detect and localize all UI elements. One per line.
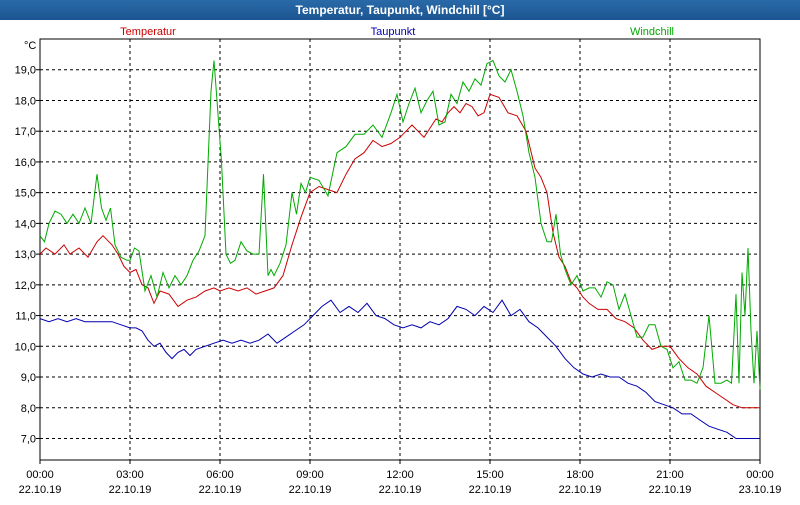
x-tick-date: 22.10.19 [379,484,422,496]
y-tick-label: 16,0 [15,157,36,169]
series-line-taupunkt [39,299,760,439]
y-tick-label: 10,0 [15,341,36,353]
y-tick-label: 13,0 [15,249,36,261]
axis-layer: 19,0 18,0 17,0 16,0 15,0 14,0 13,0 12,0 11,0 10,0… [15,26,782,496]
legend-temperatur: Temperatur [120,26,176,38]
y-tick-label: 12,0 [15,280,36,292]
x-tick-date: 23.10.19 [739,484,782,496]
x-tick-time: 21:00 [656,469,684,481]
x-tick-time: 15:00 [476,469,504,481]
x-tick-time: 12:00 [386,469,414,481]
legend-windchill: Windchill [630,26,674,38]
grid-layer [39,38,761,461]
y-tick-label: 17,0 [15,126,36,138]
y-tick-label: 18,0 [15,95,36,107]
chart-area: 19,0 18,0 17,0 16,0 15,0 14,0 13,0 12,0 11,0 10,0… [0,20,800,500]
series-line-temperatur [39,93,760,409]
series-layer [39,59,761,439]
x-tick-date: 22.10.19 [289,484,332,496]
window-title: Temperatur, Taupunkt, Windchill [°C] [295,3,505,17]
x-tick-time: 09:00 [296,469,324,481]
y-tick-label: 7,0 [21,433,36,445]
x-tick-time: 06:00 [206,469,234,481]
y-tick-label: 9,0 [21,372,36,384]
y-axis-unit: °C [24,40,36,52]
y-tick-label: 8,0 [21,403,36,415]
x-tick-time: 00:00 [746,469,774,481]
y-tick-label: 11,0 [15,311,36,323]
x-tick-date: 22.10.19 [469,484,512,496]
window-title-bar: Temperatur, Taupunkt, Windchill [°C] [0,0,800,20]
temperature-chart: 19,0 18,0 17,0 16,0 15,0 14,0 13,0 12,0 11,0 10,0… [15,26,782,496]
x-tick-date: 22.10.19 [199,484,242,496]
x-tick-date: 22.10.19 [109,484,152,496]
y-tick-label: 15,0 [15,188,36,200]
x-tick-time: 18:00 [566,469,594,481]
x-tick-date: 22.10.19 [649,484,692,496]
legend-taupunkt: Taupunkt [371,26,416,38]
series-line-windchill [39,59,761,390]
y-tick-label: 19,0 [15,65,36,77]
x-tick-time: 03:00 [116,469,144,481]
x-tick-time: 00:00 [26,469,54,481]
x-tick-date: 22.10.19 [19,484,62,496]
x-tick-date: 22.10.19 [559,484,602,496]
y-tick-label: 14,0 [15,218,36,230]
